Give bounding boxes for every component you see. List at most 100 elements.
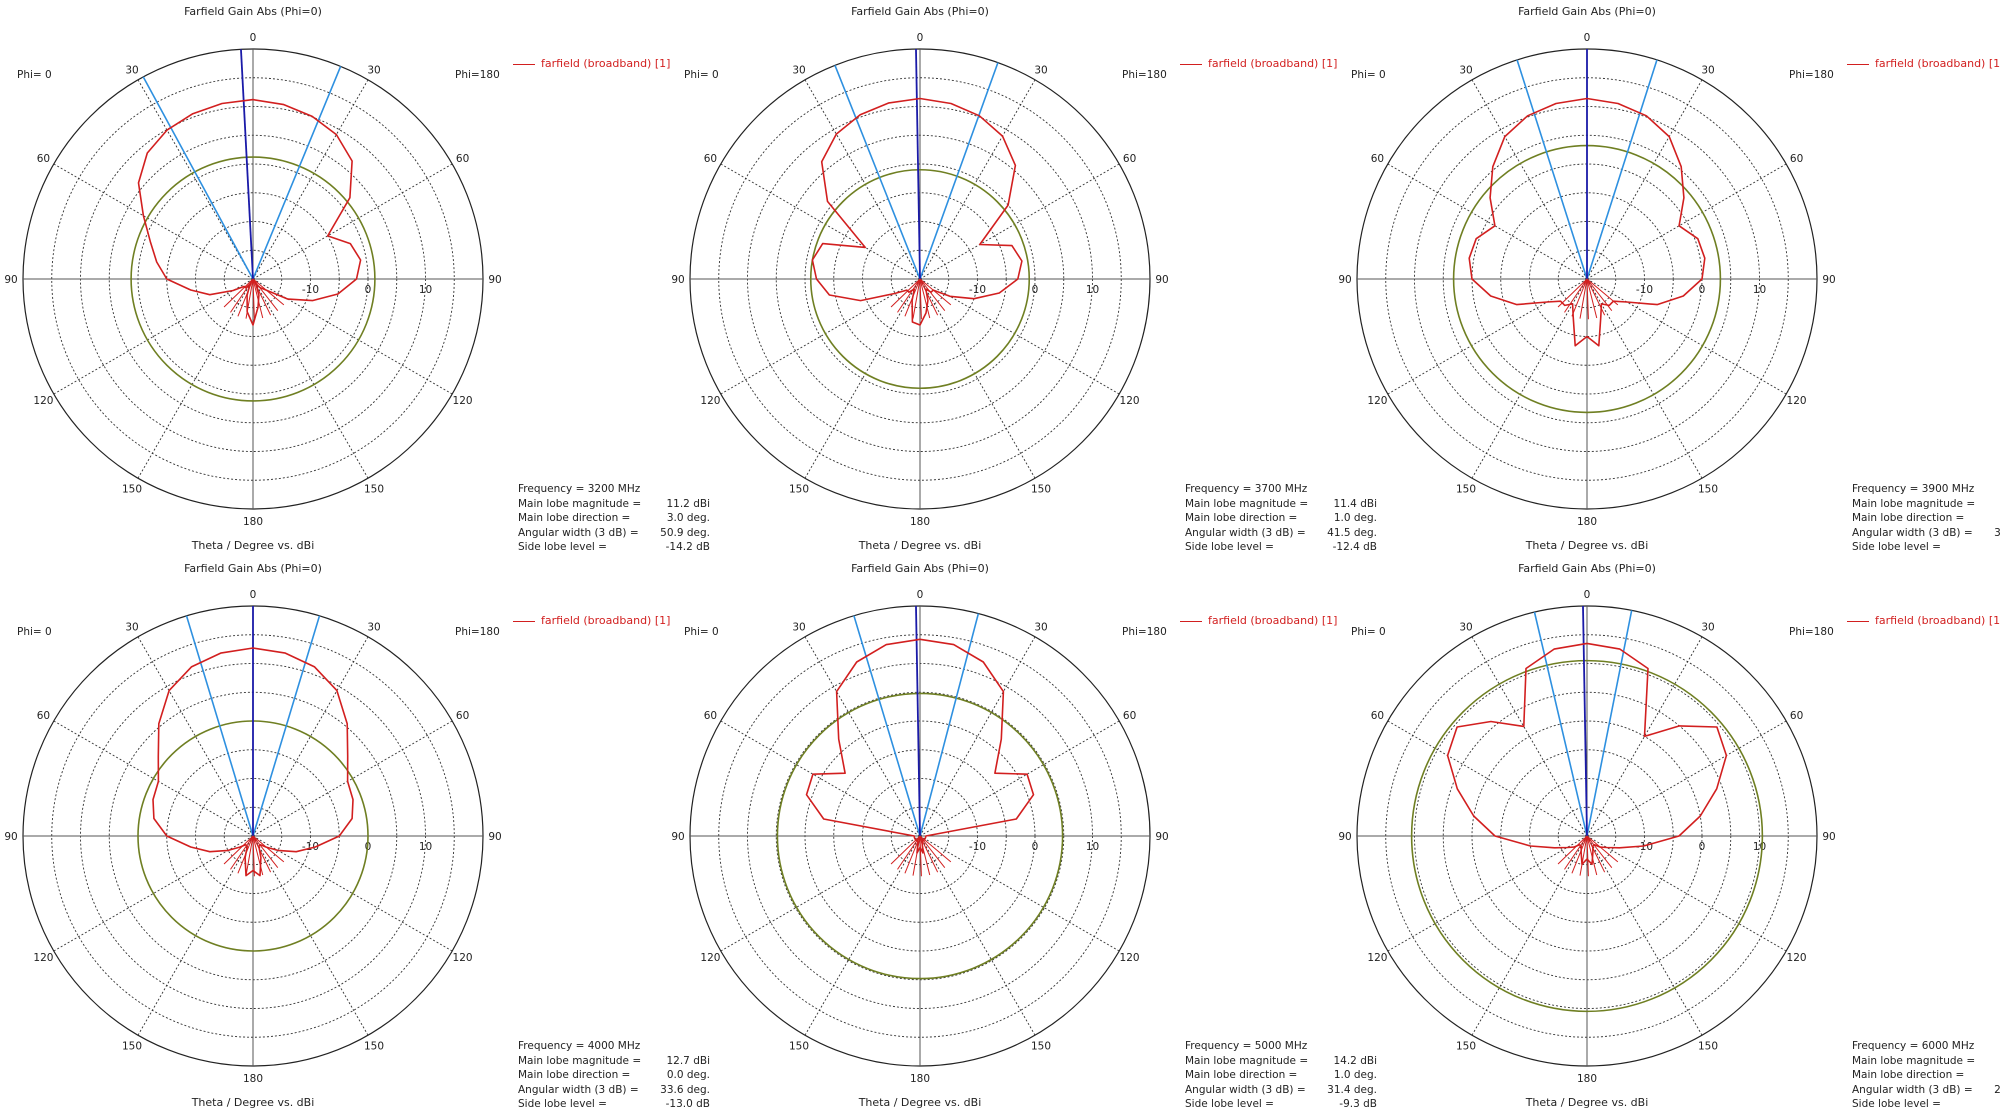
back-lobe-spike [1557, 278, 1588, 308]
gain-pattern-curve [811, 97, 1023, 326]
radial-tick-label: 10 [1753, 284, 1766, 296]
info-value: 13.5 dBi [1989, 1054, 2000, 1069]
info-key: Side lobe level = [1185, 1098, 1274, 1110]
angle-tick-label: 90 [1338, 831, 1351, 843]
back-lobe-spike [919, 835, 931, 876]
legend-label: farfield (broadband) [1] [1875, 57, 2000, 70]
info-row: Side lobe level = -9.3 dB [1185, 1097, 1377, 1112]
back-lobe-spike [1586, 278, 1619, 306]
phi-left-label: Phi= 0 [17, 69, 52, 81]
back-lobe-spike [230, 835, 254, 870]
radial-tick-label: -10 [969, 841, 986, 853]
back-lobe-spike [1557, 835, 1588, 865]
gain-pattern-curve [137, 98, 362, 326]
radial-tick-label: 0 [1699, 841, 1706, 853]
angle-tick-label: 60 [1371, 153, 1384, 165]
plot-info: Frequency = 3700 MHz Main lobe magnitude … [1185, 482, 1377, 555]
back-lobe-spike [1586, 278, 1606, 316]
info-key: Main lobe direction = [1852, 512, 1965, 524]
angle-tick-label: 150 [1698, 1041, 1718, 1053]
angle-tick-label: 180 [243, 1073, 263, 1085]
angle-tick-label: 150 [1031, 484, 1051, 496]
info-row: Angular width (3 dB) = 33.6 deg. [518, 1083, 710, 1098]
angle-tick-label: 90 [1338, 274, 1351, 286]
back-lobe-spike [252, 278, 279, 312]
info-key: Frequency = 3700 MHz [1185, 483, 1308, 495]
info-key: Side lobe level = [1185, 541, 1274, 553]
back-lobe-spike [237, 835, 254, 874]
info-value: 33.6 deg. [660, 1083, 710, 1096]
back-lobe-spike [1564, 278, 1588, 313]
phi-left-label: Phi= 0 [684, 69, 719, 81]
angle-tick-label: 90 [1822, 274, 1835, 286]
plot-info: Frequency = 3900 MHz Main lobe magnitude … [1852, 482, 2000, 555]
info-key: Side lobe level = [1852, 1098, 1941, 1110]
back-lobe-spike [1571, 835, 1588, 874]
legend-swatch [1180, 620, 1202, 622]
phi-right-label: Phi=180 [1122, 69, 1167, 81]
back-lobe-spike [245, 278, 254, 319]
legend-entry: farfield (broadband) [1] [513, 57, 670, 70]
back-lobe-spike [1586, 278, 1613, 312]
info-row: Side lobe level = -8.2 dB [1852, 540, 2000, 555]
angle-tick-label: 30 [367, 64, 380, 76]
plot-title: Farfield Gain Abs (Phi=0) [1518, 562, 1656, 575]
info-row: Angular width (3 dB) = 41.5 deg. [1185, 526, 1377, 541]
main-lobe-line [240, 49, 254, 280]
info-key: Frequency = 3900 MHz [1852, 483, 1975, 495]
back-lobe-spike [1586, 278, 1598, 319]
info-value: 1.0 deg. [1333, 512, 1377, 524]
phi-right-label: Phi=180 [1789, 626, 1834, 638]
angle-tick-label: 150 [122, 484, 142, 496]
back-lobe-spike [919, 278, 952, 306]
reference-circle [776, 692, 1064, 980]
phi-right-label: Phi=180 [455, 69, 500, 81]
radial-tick-label: 0 [1032, 284, 1039, 296]
back-lobe-spike [1586, 835, 1598, 876]
angle-tick-label: 0 [1584, 589, 1591, 601]
angle-tick-label: 120 [1367, 952, 1387, 964]
grid-spoke [1471, 79, 1588, 280]
angle-tick-label: 0 [250, 589, 257, 601]
angle-tick-label: 0 [1584, 32, 1591, 44]
angle-tick-label: 30 [1701, 621, 1714, 633]
plot-xlabel: Theta / Degree vs. dBi [1525, 539, 1649, 552]
back-lobe-spike [919, 835, 952, 863]
back-lobe-spike [919, 835, 922, 877]
gain-pattern-curve [1446, 642, 1728, 866]
main-lobe-line [915, 49, 921, 280]
info-key: Angular width (3 dB) = [518, 1083, 639, 1096]
angle-tick-label: 60 [37, 710, 50, 722]
angle-tick-label: 30 [792, 621, 805, 633]
grid-spoke [919, 79, 1036, 280]
back-lobe-spike [919, 278, 939, 316]
back-lobe-spike [1564, 835, 1588, 870]
plot-xlabel: Theta / Degree vs. dBi [1525, 1096, 1649, 1109]
angle-tick-label: 150 [1031, 1041, 1051, 1053]
back-lobe-spike [252, 278, 264, 319]
back-lobe-spike [252, 278, 272, 316]
info-value: -9.3 dB [1339, 1098, 1377, 1110]
info-key: Main lobe magnitude = [1852, 497, 1976, 510]
beamwidth-line [252, 66, 342, 280]
radial-tick-label: 10 [1753, 841, 1766, 853]
reference-circle [1410, 659, 1764, 1013]
angle-tick-label: 120 [1787, 952, 1807, 964]
angle-tick-label: 30 [1034, 621, 1047, 633]
angle-tick-label: 150 [1456, 1041, 1476, 1053]
plot-title: Farfield Gain Abs (Phi=0) [851, 5, 989, 18]
info-value: 14.2 dBi [1333, 1054, 1377, 1067]
angle-tick-label: 90 [488, 274, 501, 286]
legend-label: farfield (broadband) [1] [1875, 614, 2000, 627]
back-lobe-spike [904, 835, 921, 874]
angle-tick-label: 150 [1698, 484, 1718, 496]
info-value: 35.4 deg. [1994, 526, 2000, 539]
angle-tick-label: 90 [4, 831, 17, 843]
info-key: Frequency = 6000 MHz [1852, 1040, 1975, 1052]
back-lobe-spike [919, 835, 939, 873]
phi-right-label: Phi=180 [1122, 626, 1167, 638]
info-key: Angular width (3 dB) = [1185, 526, 1306, 539]
